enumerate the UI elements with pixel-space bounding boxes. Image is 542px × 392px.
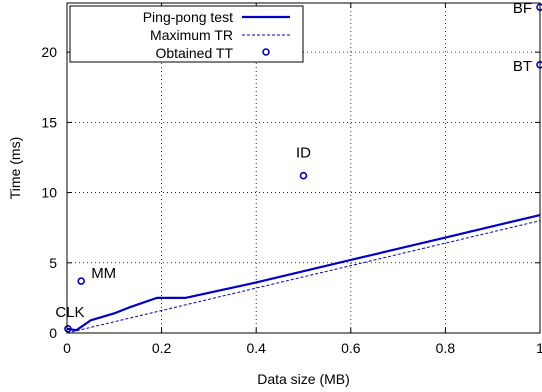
plot-frame	[66, 2, 541, 334]
y-tick-label: 5	[49, 255, 57, 271]
y-tick-label: 15	[41, 114, 57, 130]
data-point-mm	[77, 277, 85, 285]
legend-label-ping-pong-test: Ping-pong test	[143, 9, 233, 25]
annotation-mm: MM	[91, 265, 116, 282]
legend-box	[69, 5, 304, 63]
x-axis-title: Data size (MB)	[257, 371, 350, 387]
y-tick-label: 20	[41, 44, 57, 60]
x-tick-label: 1	[536, 340, 542, 356]
legend-label-maximum-tr: Maximum TR	[150, 27, 233, 43]
y-axis-title: Time (ms)	[7, 137, 23, 199]
annotation-id: ID	[296, 145, 311, 162]
x-tick-label: 0.6	[341, 340, 361, 356]
annotation-clk: CLK	[55, 304, 84, 321]
data-point-id	[299, 171, 308, 180]
y-tick-label: 0	[49, 325, 57, 341]
legend: Ping-pong test Maximum TR Obtained TT	[69, 5, 304, 63]
x-tick-label: 0.4	[246, 340, 266, 356]
data-point-clk	[64, 324, 72, 333]
series-line-maximum-tr	[66, 220, 541, 334]
x-tick-label: 0.2	[152, 340, 172, 356]
annotation-bf: BF	[513, 0, 532, 17]
x-tick-label: 0.8	[436, 340, 456, 356]
legend-label-obtained-tt: Obtained TT	[155, 45, 233, 61]
legend-swatch-obtained-tt	[262, 48, 270, 56]
series-line-ping-pong-test	[66, 213, 541, 332]
x-tick-label: 0	[63, 340, 71, 356]
y-tick-label: 10	[41, 185, 57, 201]
annotation-bt: BT	[513, 58, 532, 75]
